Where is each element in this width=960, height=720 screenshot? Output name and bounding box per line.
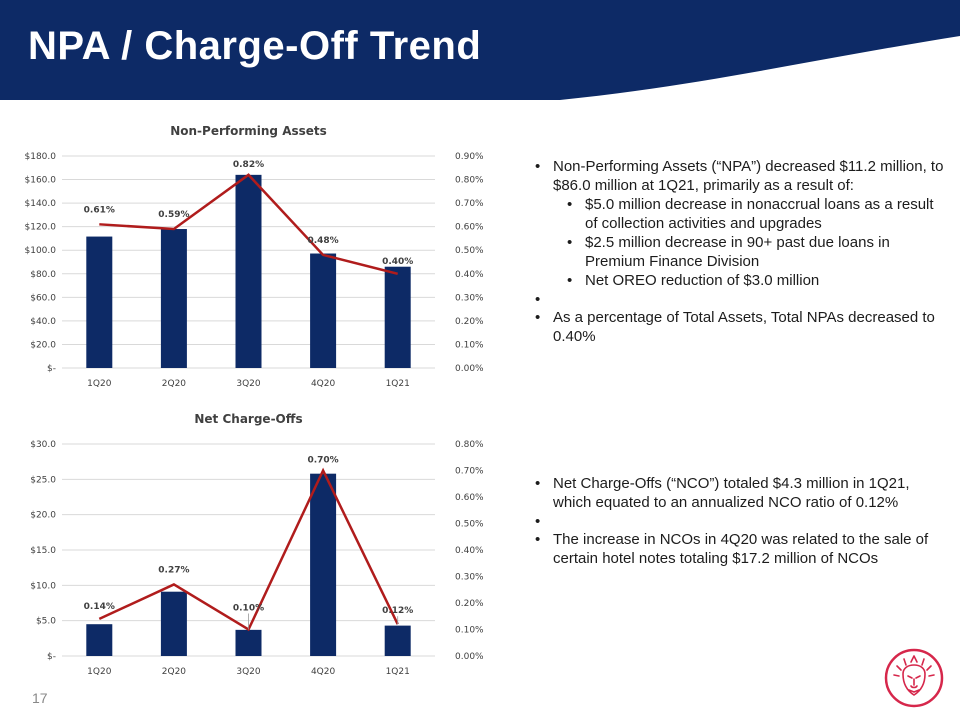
header-banner: NPA / Charge-Off Trend — [0, 0, 960, 100]
y-right-tick-label: 0.00% — [455, 364, 484, 374]
spacer — [535, 512, 945, 531]
y-right-tick-label: 0.70% — [455, 199, 484, 209]
x-tick-label: 3Q20 — [236, 667, 261, 677]
y-left-tick-label: $100.0 — [25, 246, 57, 256]
y-left-tick-label: $- — [47, 652, 56, 662]
data-label: 0.10% — [233, 604, 264, 614]
npa-bullet: Non-Performing Assets (“NPA”) decreased … — [535, 157, 945, 290]
nco-bullet: Net Charge-Offs (“NCO”) totaled $4.3 mil… — [535, 474, 945, 512]
y-right-tick-label: 0.30% — [455, 293, 484, 303]
bar — [160, 591, 187, 656]
nco-chart: Net Charge-Offs $- $5.0 $10.0 $15.0 $20.0 $25.… — [30, 412, 484, 677]
header-background — [0, 0, 960, 100]
x-tick-label: 1Q21 — [386, 667, 410, 677]
y-left-tick-label: $5.0 — [36, 617, 56, 627]
chart-title: Non-Performing Assets — [170, 124, 327, 138]
y-right-tick-label: 0.10% — [455, 340, 484, 350]
bar — [310, 253, 337, 368]
bar — [235, 629, 262, 656]
y-right-tick-label: 0.60% — [455, 223, 484, 233]
y-left-tick-label: $20.0 — [30, 340, 56, 350]
lion-logo-icon — [884, 648, 944, 708]
nco-commentary: Net Charge-Offs (“NCO”) totaled $4.3 mil… — [535, 474, 945, 568]
x-tick-label: 1Q21 — [386, 379, 410, 389]
data-label: 0.82% — [233, 160, 264, 170]
y-right-tick-label: 0.40% — [455, 546, 484, 556]
nco-bullet-text: Net Charge-Offs (“NCO”) totaled $4.3 mil… — [553, 475, 910, 511]
y-right-tick-label: 0.20% — [455, 599, 484, 609]
ratio-line — [99, 173, 399, 275]
y-right-tick-label: 0.50% — [455, 246, 484, 256]
npa-subbullet-text: $5.0 million decrease in nonaccrual loan… — [585, 196, 934, 232]
y-right-tick-label: 0.50% — [455, 520, 484, 530]
npa-bullet-text: As a percentage of Total Assets, Total N… — [553, 309, 935, 345]
npa-commentary: Non-Performing Assets (“NPA”) decreased … — [535, 157, 945, 346]
y-right-tick-label: 0.20% — [455, 317, 484, 327]
bar — [86, 624, 113, 656]
bar — [384, 266, 411, 368]
page-title: NPA / Charge-Off Trend — [28, 24, 482, 68]
data-label: 0.48% — [307, 236, 338, 246]
data-label: 0.59% — [158, 210, 189, 220]
page-number: 17 — [32, 690, 48, 706]
y-left-tick-label: $120.0 — [25, 223, 57, 233]
x-tick-label: 1Q20 — [87, 379, 112, 389]
x-tick-label: 4Q20 — [311, 667, 336, 677]
y-right-tick-label: 0.80% — [455, 176, 484, 186]
bar — [160, 229, 187, 368]
npa-bullet-text: Non-Performing Assets (“NPA”) decreased … — [553, 158, 944, 194]
npa-subbullet: $2.5 million decrease in 90+ past due lo… — [567, 233, 945, 271]
y-left-tick-label: $80.0 — [30, 270, 56, 280]
npa-subbullet: Net OREO reduction of $3.0 million — [567, 271, 945, 290]
nco-bullet: The increase in NCOs in 4Q20 was related… — [535, 530, 945, 568]
npa-subbullet: $5.0 million decrease in nonaccrual loan… — [567, 195, 945, 233]
y-right-tick-label: 0.90% — [455, 152, 484, 162]
y-right-tick-label: 0.60% — [455, 493, 484, 503]
y-left-tick-label: $10.0 — [30, 581, 56, 591]
y-right-tick-label: 0.00% — [455, 652, 484, 662]
data-label: 0.12% — [382, 606, 413, 616]
y-left-tick-label: $40.0 — [30, 317, 56, 327]
spacer — [535, 290, 945, 309]
y-right-tick-label: 0.70% — [455, 467, 484, 477]
x-tick-label: 2Q20 — [162, 667, 187, 677]
y-left-tick-label: $- — [47, 364, 56, 374]
bar — [86, 236, 113, 368]
y-right-tick-label: 0.30% — [455, 573, 484, 583]
y-left-tick-label: $180.0 — [25, 152, 57, 162]
y-left-tick-label: $25.0 — [30, 475, 56, 485]
data-label: 0.14% — [84, 602, 115, 612]
y-left-tick-label: $140.0 — [25, 199, 57, 209]
nco-bullet-text: The increase in NCOs in 4Q20 was related… — [553, 531, 929, 567]
npa-bullet: As a percentage of Total Assets, Total N… — [535, 308, 945, 346]
y-right-tick-label: 0.10% — [455, 626, 484, 636]
data-label: 0.40% — [382, 257, 413, 267]
y-right-tick-label: 0.80% — [455, 440, 484, 450]
x-tick-label: 3Q20 — [236, 379, 261, 389]
data-label: 0.70% — [307, 456, 338, 466]
data-label: 0.61% — [84, 205, 115, 215]
y-left-tick-label: $60.0 — [30, 293, 56, 303]
x-tick-label: 4Q20 — [311, 379, 336, 389]
data-label: 0.27% — [158, 565, 189, 575]
y-left-tick-label: $30.0 — [30, 440, 56, 450]
y-left-tick-label: $15.0 — [30, 546, 56, 556]
chart-title: Net Charge-Offs — [194, 412, 302, 426]
bar — [310, 473, 337, 656]
y-left-tick-label: $20.0 — [30, 511, 56, 521]
y-left-tick-label: $160.0 — [25, 176, 57, 186]
y-right-tick-label: 0.40% — [455, 270, 484, 280]
x-tick-label: 1Q20 — [87, 667, 112, 677]
npa-chart: Non-Performing Assets $- $20.0 $40.0 $60.0 $8… — [25, 124, 485, 389]
bar — [235, 174, 262, 368]
bar — [384, 625, 411, 656]
npa-subbullet-text: Net OREO reduction of $3.0 million — [585, 272, 820, 289]
npa-subbullets: $5.0 million decrease in nonaccrual loan… — [553, 195, 945, 290]
npa-subbullet-text: $2.5 million decrease in 90+ past due lo… — [585, 234, 890, 270]
x-tick-label: 2Q20 — [162, 379, 187, 389]
